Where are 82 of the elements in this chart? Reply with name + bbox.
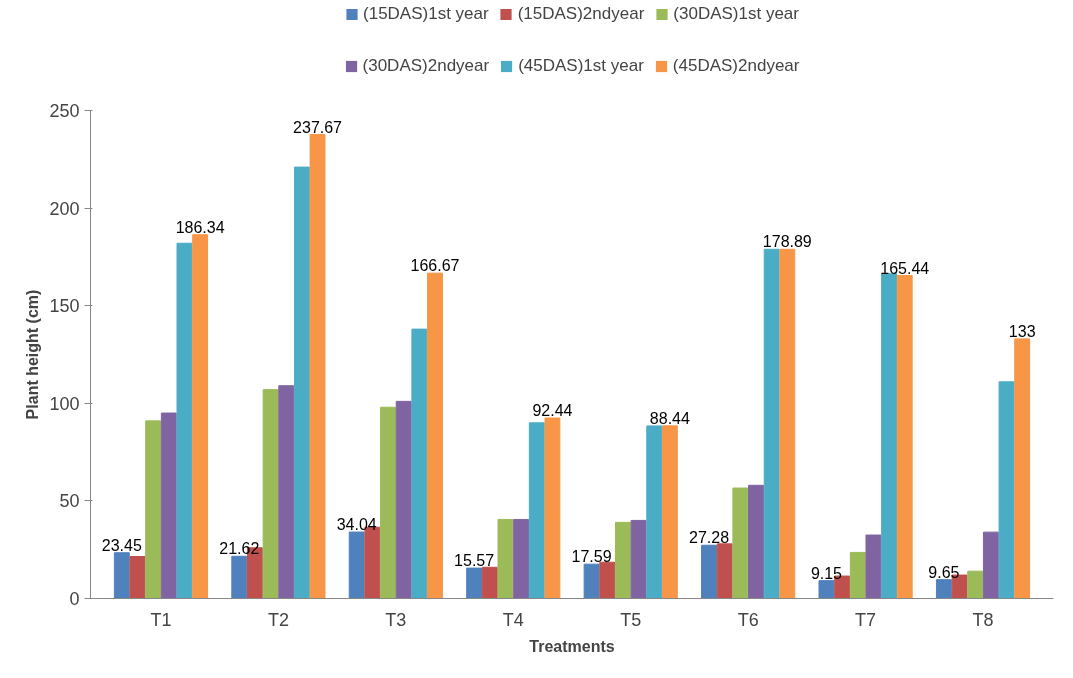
bar: [262, 389, 279, 599]
bar: [701, 544, 717, 599]
x-tick-label: T7: [855, 609, 877, 630]
y-tick-label: 200: [49, 198, 80, 219]
bar: [395, 400, 412, 599]
legend-label: (45DAS)2ndyear: [672, 56, 800, 76]
bar: [982, 531, 999, 599]
x-tick-label: T3: [385, 609, 407, 630]
bar: [544, 417, 561, 599]
x-tick-label: T6: [737, 609, 759, 630]
legend-label: (45DAS)1st year: [518, 56, 644, 76]
y-tick-label: 100: [49, 393, 80, 414]
x-tick-label: T8: [972, 609, 994, 630]
bar: [348, 531, 365, 599]
bar: [160, 412, 177, 599]
bar: [528, 422, 545, 599]
data-label: 15.57: [454, 552, 495, 570]
y-tick-label: 0: [69, 589, 80, 609]
data-label: 166.67: [410, 257, 460, 275]
bar: [278, 385, 295, 599]
x-tick-label: T1: [150, 609, 172, 630]
bar: [113, 552, 130, 599]
legend-label: (30DAS)1st year: [673, 4, 799, 24]
y-tick-label: 250: [49, 101, 80, 121]
data-label: 9.15: [810, 564, 843, 582]
bar: [881, 273, 898, 599]
x-axis-title: Treatments: [529, 637, 615, 655]
bar: [380, 406, 396, 599]
bar: [779, 248, 796, 599]
bar: [998, 381, 1015, 599]
bar: [129, 556, 146, 599]
data-label: 23.45: [101, 536, 142, 554]
legend-label: (15DAS)1st year: [363, 4, 489, 24]
bar: [293, 166, 310, 599]
data-label: 178.89: [762, 233, 812, 251]
bar: [716, 543, 733, 599]
data-label: 88.44: [649, 409, 690, 427]
bar: [818, 580, 835, 599]
bar: [145, 420, 162, 599]
x-tick-label: T5: [620, 609, 642, 630]
bar: [935, 579, 952, 599]
bar: [309, 134, 326, 599]
data-label: 21.62: [219, 540, 260, 558]
data-label: 92.44: [532, 402, 573, 420]
bar: [630, 519, 647, 599]
data-label: 34.04: [336, 516, 377, 534]
bar: [192, 234, 209, 599]
bar: [481, 566, 498, 599]
y-tick-label: 50: [59, 491, 80, 512]
x-tick-label: T2: [267, 609, 289, 630]
data-label: 133: [1008, 322, 1036, 340]
legend-label: (30DAS)2ndyear: [362, 56, 490, 76]
bar: [646, 425, 663, 599]
legend-label: (15DAS)2ndyear: [517, 4, 645, 24]
bar: [513, 518, 530, 599]
data-label: 165.44: [880, 259, 930, 277]
bar: [176, 242, 193, 599]
y-tick-label: 150: [49, 296, 80, 317]
data-label: 237.67: [293, 118, 343, 136]
data-label: 17.59: [571, 548, 612, 566]
bar: [1014, 338, 1031, 599]
bar: [763, 248, 780, 599]
bar: [661, 425, 678, 599]
bar: [466, 567, 483, 599]
bar: [614, 521, 631, 599]
bar: [497, 518, 514, 599]
bar: [732, 487, 749, 599]
data-label: 27.28: [688, 529, 730, 547]
bar: [896, 275, 913, 599]
bar: [411, 328, 428, 599]
y-axis-title: Plant height (cm): [24, 289, 42, 420]
x-tick-label: T4: [502, 609, 524, 630]
data-label: 9.65: [928, 563, 960, 581]
data-label: 186.34: [175, 218, 225, 236]
bar: [865, 534, 882, 599]
bar: [583, 563, 600, 599]
bar: [967, 570, 984, 599]
bar: [231, 555, 248, 599]
bar: [427, 272, 443, 599]
bar: [849, 551, 866, 599]
bar: [748, 484, 764, 599]
bar: [599, 561, 616, 599]
